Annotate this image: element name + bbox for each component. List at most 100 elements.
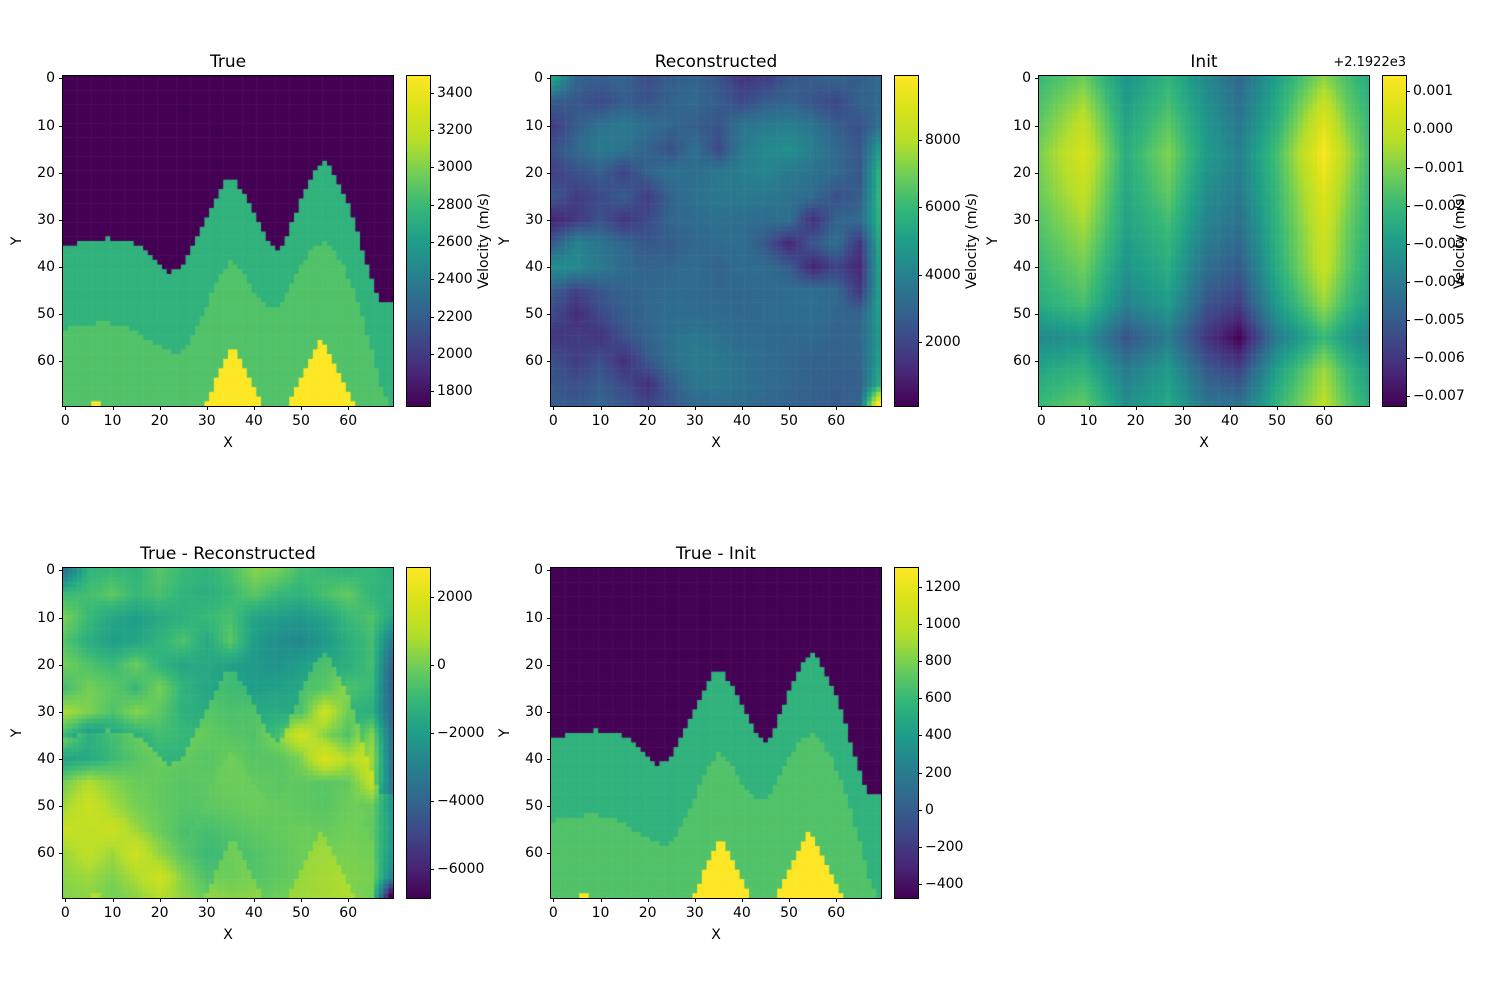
colorbar-reconstructed bbox=[894, 75, 919, 407]
colorbar-tick-mark bbox=[918, 809, 922, 811]
x-tick-mark bbox=[836, 406, 838, 410]
colorbar-tick-label: 800 bbox=[925, 652, 952, 669]
x-tick-label: 20 bbox=[150, 413, 169, 429]
x-tick-label: 60 bbox=[1315, 413, 1334, 429]
x-tick-label: 20 bbox=[150, 905, 169, 921]
colorbar-tick-label: −6000 bbox=[437, 861, 485, 878]
y-tick-mark bbox=[59, 266, 63, 268]
y-tick-mark bbox=[59, 172, 63, 174]
heatmap-reconstructed bbox=[550, 75, 882, 407]
x-tick-mark bbox=[348, 898, 350, 902]
x-tick-label: 0 bbox=[60, 905, 70, 921]
x-tick-label: 10 bbox=[103, 413, 122, 429]
x-tick-label: 40 bbox=[1221, 413, 1239, 429]
x-tick-label: 20 bbox=[638, 905, 657, 921]
y-tick-label: 0 bbox=[46, 562, 55, 579]
x-tick-label: 20 bbox=[638, 413, 657, 429]
panel-title-true: True bbox=[209, 52, 247, 72]
y-tick-mark bbox=[547, 853, 551, 855]
colorbar-tick-label: 2600 bbox=[437, 233, 473, 250]
x-tick-label: 40 bbox=[245, 905, 263, 921]
x-tick-mark bbox=[206, 406, 208, 410]
colorbar-tick-label: 1800 bbox=[437, 383, 473, 400]
y-tick-mark bbox=[1035, 314, 1039, 316]
y-tick-mark bbox=[1035, 78, 1039, 80]
y-tick-label: 60 bbox=[1013, 353, 1031, 370]
y-tick-mark bbox=[1035, 125, 1039, 127]
y-tick-label: 0 bbox=[1022, 70, 1031, 87]
colorbar-tick-mark bbox=[430, 167, 434, 169]
y-tick-label: 30 bbox=[525, 703, 543, 720]
y-tick-label: 20 bbox=[525, 656, 543, 673]
x-tick-label: 0 bbox=[548, 905, 558, 921]
y-tick-mark bbox=[59, 617, 63, 619]
y-tick-mark bbox=[59, 125, 63, 127]
x-tick-mark bbox=[253, 898, 255, 902]
x-tick-mark bbox=[1088, 406, 1090, 410]
x-tick-label: 10 bbox=[1079, 413, 1098, 429]
y-tick-label: 0 bbox=[46, 70, 55, 87]
y-axis-label: Y bbox=[9, 236, 25, 246]
x-tick-label: 20 bbox=[1126, 413, 1145, 429]
x-tick-mark bbox=[789, 898, 791, 902]
colorbar-tick-mark bbox=[918, 586, 922, 588]
y-tick-label: 50 bbox=[37, 798, 55, 815]
y-tick-label: 40 bbox=[37, 258, 55, 275]
y-tick-label: 50 bbox=[1013, 306, 1031, 323]
colorbar-tick-mark bbox=[1406, 91, 1410, 93]
y-tick-label: 50 bbox=[525, 306, 543, 323]
colorbar-tick-label: −0.006 bbox=[1413, 350, 1465, 367]
x-tick-label: 60 bbox=[827, 413, 846, 429]
x-tick-mark bbox=[694, 898, 696, 902]
x-tick-mark bbox=[789, 406, 791, 410]
x-tick-mark bbox=[1277, 406, 1279, 410]
colorbar-offset-text: +2.1922e3 bbox=[1333, 55, 1406, 70]
colorbar-tick-label: 2000 bbox=[437, 588, 473, 605]
colorbar-tick-label: 200 bbox=[925, 764, 952, 781]
colorbar-tick-label: −200 bbox=[925, 838, 964, 855]
x-axis-label: X bbox=[223, 435, 233, 451]
colorbar-tick-label: −400 bbox=[925, 876, 964, 893]
x-tick-mark bbox=[553, 406, 555, 410]
colorbar-tick-mark bbox=[918, 884, 922, 886]
colorbar-tick-mark bbox=[1406, 167, 1410, 169]
colorbar-tick-mark bbox=[430, 204, 434, 206]
colorbar-tick-mark bbox=[430, 279, 434, 281]
colorbar-tick-mark bbox=[918, 772, 922, 774]
x-tick-mark bbox=[694, 406, 696, 410]
y-tick-label: 20 bbox=[525, 164, 543, 181]
y-tick-label: 40 bbox=[525, 750, 543, 767]
colorbar-true-minus-reconstructed bbox=[406, 567, 431, 899]
x-tick-mark bbox=[1041, 406, 1043, 410]
y-tick-label: 30 bbox=[1013, 211, 1031, 228]
colorbar-true bbox=[406, 75, 431, 407]
colorbar-tick-label: 0.000 bbox=[1413, 121, 1454, 138]
colorbar-tick-label: −0.003 bbox=[1413, 235, 1465, 252]
heatmap-true bbox=[62, 75, 394, 407]
x-tick-mark bbox=[159, 406, 161, 410]
y-tick-mark bbox=[547, 711, 551, 713]
x-axis-label: X bbox=[711, 927, 721, 943]
x-axis-label: X bbox=[711, 435, 721, 451]
x-tick-label: 60 bbox=[339, 413, 358, 429]
colorbar-tick-mark bbox=[918, 698, 922, 700]
panel-title-init: Init bbox=[1190, 52, 1218, 72]
y-tick-mark bbox=[59, 314, 63, 316]
colorbar-tick-label: 1000 bbox=[925, 615, 961, 632]
y-tick-mark bbox=[59, 361, 63, 363]
x-tick-label: 30 bbox=[685, 905, 704, 921]
x-tick-label: 60 bbox=[827, 905, 846, 921]
colorbar-tick-label: 2000 bbox=[437, 345, 473, 362]
colorbar-tick-mark bbox=[1406, 205, 1410, 207]
y-tick-mark bbox=[1035, 266, 1039, 268]
y-tick-mark bbox=[547, 664, 551, 666]
x-tick-label: 50 bbox=[292, 905, 310, 921]
y-tick-label: 20 bbox=[37, 164, 55, 181]
colorbar-tick-mark bbox=[430, 391, 434, 393]
colorbar-tick-label: 1200 bbox=[925, 578, 961, 595]
x-tick-label: 50 bbox=[292, 413, 310, 429]
colorbar-tick-mark bbox=[430, 801, 434, 803]
x-tick-mark bbox=[600, 406, 602, 410]
colorbar-tick-label: 2200 bbox=[437, 308, 473, 325]
